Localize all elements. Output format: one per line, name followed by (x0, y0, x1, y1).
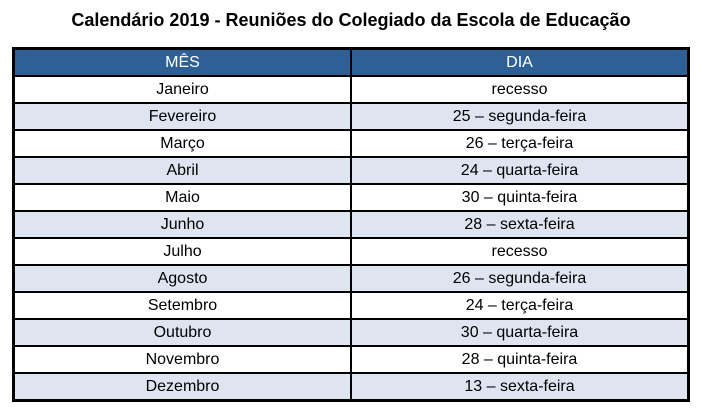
day-cell: 25 – segunda-feira (350, 102, 690, 131)
month-cell: Junho (12, 210, 352, 239)
page-title: Calendário 2019 - Reuniões do Colegiado … (71, 10, 631, 30)
table-row: Novembro 28 – quinta-feira (12, 345, 690, 374)
column-header-dia: DIA (350, 47, 690, 77)
table-header: MÊS DIA (12, 47, 690, 77)
day-cell: 28 – sexta-feira (350, 210, 690, 239)
table-row: Agosto 26 – segunda-feira (12, 264, 690, 293)
table-row: Julho recesso (12, 237, 690, 266)
table-body: Janeiro recesso Fevereiro 25 – segunda-feir… (12, 75, 690, 402)
month-cell: Outubro (12, 318, 352, 347)
table-row: Fevereiro 25 – segunda-feira (12, 102, 690, 131)
table-row: Abril 24 – quarta-feira (12, 156, 690, 185)
table-row: Junho 28 – sexta-feira (12, 210, 690, 239)
day-cell: 30 – quarta-feira (350, 318, 690, 347)
month-cell: Março (12, 129, 352, 158)
table-row: Janeiro recesso (12, 75, 690, 104)
day-cell: recesso (350, 237, 690, 266)
month-cell: Janeiro (12, 75, 352, 104)
month-cell: Novembro (12, 345, 352, 374)
table-row: Maio 30 – quinta-feira (12, 183, 690, 212)
column-header-mes: MÊS (12, 47, 352, 77)
day-cell: 24 – quarta-feira (350, 156, 690, 185)
month-cell: Setembro (12, 291, 352, 320)
month-cell: Dezembro (12, 372, 352, 402)
header-row: MÊS DIA (12, 47, 690, 77)
day-cell: 26 – terça-feira (350, 129, 690, 158)
month-cell: Abril (12, 156, 352, 185)
month-cell: Agosto (12, 264, 352, 293)
table-row: Dezembro 13 – sexta-feira (12, 372, 690, 402)
month-cell: Fevereiro (12, 102, 352, 131)
day-cell: 28 – quinta-feira (350, 345, 690, 374)
calendar-table: MÊS DIA Janeiro recesso Fevereiro 25 – segu… (12, 47, 690, 402)
table-row: Outubro 30 – quarta-feira (12, 318, 690, 347)
day-cell: recesso (350, 75, 690, 104)
day-cell: 13 – sexta-feira (350, 372, 690, 402)
day-cell: 26 – segunda-feira (350, 264, 690, 293)
month-cell: Maio (12, 183, 352, 212)
table-row: Setembro 24 – terça-feira (12, 291, 690, 320)
month-cell: Julho (12, 237, 352, 266)
day-cell: 24 – terça-feira (350, 291, 690, 320)
day-cell: 30 – quinta-feira (350, 183, 690, 212)
table-row: Março 26 – terça-feira (12, 129, 690, 158)
